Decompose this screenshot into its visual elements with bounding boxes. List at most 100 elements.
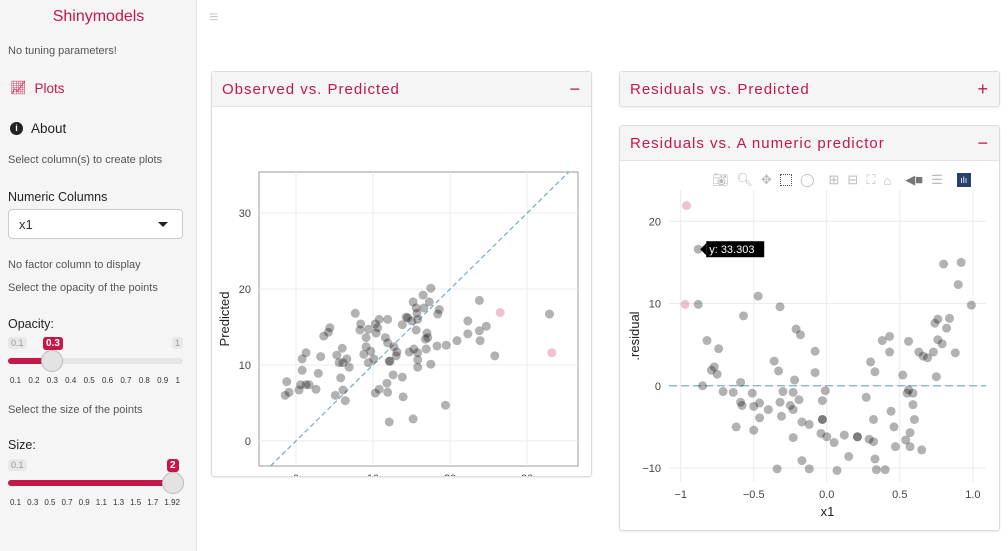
box-select-icon[interactable] <box>779 174 792 186</box>
expand-button[interactable]: + <box>977 78 989 99</box>
data-point <box>797 417 807 427</box>
opacity-value: 0.3 <box>43 337 63 350</box>
zoom-out-icon[interactable]: ⊟ <box>847 172 859 187</box>
data-point <box>749 425 759 435</box>
data-point <box>313 368 323 378</box>
slider-tick-label: 1.7 <box>147 498 159 507</box>
autoscale-icon[interactable]: ⛶ <box>866 172 876 187</box>
data-point <box>820 386 830 396</box>
brand-title[interactable]: Shinymodels <box>52 8 145 25</box>
data-point <box>950 348 960 358</box>
data-point <box>772 464 782 474</box>
size-min: 0.1 <box>8 459 27 471</box>
data-point <box>788 405 798 415</box>
x-axis-title: x1 <box>821 504 835 519</box>
data-point <box>817 414 827 424</box>
data-point <box>452 336 462 346</box>
data-point <box>366 346 376 356</box>
data-point <box>908 388 918 398</box>
data-point <box>956 257 966 267</box>
data-point <box>698 381 708 391</box>
x-tick-label: −1 <box>674 489 687 501</box>
residuals-vs-x1-plot[interactable]: −1 −0.5 0.0 0.5 1.0 −10 0 10 20 x1 .residual y: 33.… <box>620 162 999 530</box>
data-point <box>413 314 423 324</box>
lasso-icon[interactable]: ◯ <box>799 172 815 187</box>
data-point <box>870 454 880 464</box>
zoom-icon[interactable]: 🔍︎ <box>736 172 754 187</box>
camera-icon[interactable]: 📷︎ <box>712 172 729 187</box>
data-point <box>816 428 826 438</box>
no-tuning-text: No tuning parameters! <box>8 45 117 57</box>
data-point <box>877 336 887 346</box>
data-point <box>363 358 373 368</box>
data-point <box>423 333 433 343</box>
panel-title: Residuals vs. Predicted <box>630 80 810 98</box>
data-point <box>338 358 348 368</box>
numeric-columns-select[interactable]: x1 <box>8 209 183 239</box>
data-point <box>861 392 871 402</box>
home-icon[interactable]: ⌂ <box>883 172 892 188</box>
size-slider-handle[interactable] <box>162 472 184 494</box>
data-point <box>702 336 712 346</box>
data-point <box>749 401 759 411</box>
data-point <box>383 338 393 348</box>
data-point <box>422 328 432 338</box>
data-point <box>413 348 423 358</box>
data-point <box>909 414 919 424</box>
size-slider-track[interactable] <box>8 480 183 486</box>
data-point <box>350 308 360 318</box>
data-point <box>804 464 814 474</box>
panel-title: Observed vs. Predicted <box>222 80 400 98</box>
data-point <box>301 380 311 390</box>
opacity-slider-track[interactable] <box>8 358 183 364</box>
hover-closest-icon[interactable]: ◀■ <box>905 172 924 187</box>
zoom-in-icon[interactable]: ⊞ <box>828 172 840 187</box>
data-point <box>301 348 311 358</box>
tooltip-text: y: 33.303 <box>709 244 754 256</box>
data-point <box>432 341 442 351</box>
data-point <box>908 400 918 410</box>
nav-about[interactable]: i About <box>10 121 66 136</box>
data-point <box>832 465 842 475</box>
line-chart-icon: 📈︎ <box>10 80 27 95</box>
opacity-slider-handle[interactable] <box>41 350 63 372</box>
data-point <box>822 432 832 442</box>
data-point <box>398 392 408 402</box>
data-point <box>413 362 423 372</box>
data-point <box>433 309 443 319</box>
data-point <box>382 378 392 388</box>
data-point <box>371 328 381 338</box>
data-point <box>933 314 943 324</box>
size-help-text: Select the size of the points <box>8 404 143 416</box>
hover-compare-icon[interactable]: ☰ <box>931 172 943 187</box>
data-point <box>408 297 418 307</box>
data-point <box>905 428 915 438</box>
hamburger-icon[interactable]: ≡ <box>209 9 219 26</box>
data-point <box>316 352 326 362</box>
nav-plots[interactable]: 📈︎ Plots <box>10 80 65 96</box>
data-point <box>904 385 914 395</box>
data-point <box>397 320 407 330</box>
data-point <box>280 390 290 400</box>
collapse-button[interactable]: − <box>569 78 581 99</box>
data-point <box>419 303 429 313</box>
data-point <box>901 435 911 445</box>
pan-icon[interactable]: ✥ <box>761 172 772 187</box>
data-point <box>434 305 444 315</box>
info-circle-icon: i <box>10 122 23 135</box>
data-point <box>338 385 348 395</box>
data-point <box>739 311 749 321</box>
data-point <box>389 342 399 352</box>
slider-tick-label: 1 <box>175 376 180 385</box>
y-axis-title: Predicted <box>217 292 232 347</box>
plotly-logo-icon[interactable]: ılı <box>956 173 971 187</box>
data-point <box>866 357 876 367</box>
data-point <box>904 336 914 346</box>
data-point <box>864 434 874 444</box>
observed-vs-predicted-plot[interactable]: 01020300102030yPredicted <box>212 108 591 476</box>
y-tick-label: 30 <box>239 208 251 220</box>
data-point <box>944 313 954 323</box>
data-point <box>885 331 895 341</box>
collapse-button[interactable]: − <box>977 132 989 153</box>
data-point <box>401 312 411 322</box>
